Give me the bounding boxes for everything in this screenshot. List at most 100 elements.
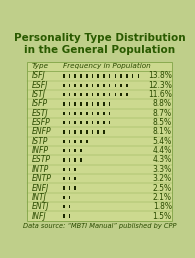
Bar	[115, 74, 116, 78]
Bar	[63, 177, 65, 180]
Bar	[80, 140, 82, 143]
Bar	[137, 74, 139, 78]
Text: ESFP: ESFP	[32, 118, 51, 127]
Bar	[126, 93, 128, 96]
Text: INTP: INTP	[32, 165, 49, 174]
Bar	[86, 140, 88, 143]
Bar	[63, 74, 65, 78]
Bar	[132, 74, 133, 78]
Text: 8.7%: 8.7%	[153, 109, 172, 118]
Text: ESTJ: ESTJ	[32, 109, 49, 118]
Bar	[69, 158, 70, 162]
Bar	[103, 84, 105, 87]
Bar	[74, 102, 76, 106]
Bar	[126, 74, 128, 78]
Bar	[63, 102, 65, 106]
Bar	[86, 74, 88, 78]
Text: 5.4%: 5.4%	[152, 137, 172, 146]
Text: ENFP: ENFP	[32, 127, 51, 136]
Text: 1.8%: 1.8%	[153, 202, 172, 211]
Bar	[74, 130, 76, 134]
Bar	[97, 93, 99, 96]
Bar	[97, 121, 99, 124]
Bar	[86, 111, 88, 115]
Bar	[109, 93, 111, 96]
Bar	[103, 93, 105, 96]
Bar	[115, 93, 116, 96]
Text: ISTJ: ISTJ	[32, 90, 46, 99]
Bar	[103, 121, 105, 124]
Bar	[63, 214, 65, 218]
Bar	[69, 93, 70, 96]
Text: 3.3%: 3.3%	[152, 165, 172, 174]
Bar	[86, 93, 88, 96]
Bar	[80, 121, 82, 124]
Bar	[97, 130, 99, 134]
Bar	[63, 111, 65, 115]
Bar	[80, 102, 82, 106]
Bar	[97, 74, 99, 78]
Bar	[74, 167, 76, 171]
Bar	[69, 84, 70, 87]
Bar	[80, 111, 82, 115]
Bar	[92, 111, 93, 115]
Bar	[80, 93, 82, 96]
Bar	[74, 111, 76, 115]
Text: Frequency in Population: Frequency in Population	[63, 62, 151, 69]
Bar	[92, 74, 93, 78]
Bar	[69, 102, 70, 106]
Bar	[109, 111, 111, 115]
Bar	[69, 130, 70, 134]
Bar	[74, 149, 76, 152]
Bar	[74, 140, 76, 143]
Bar	[103, 130, 105, 134]
Text: Data source: “MBTI Manual” published by CPP: Data source: “MBTI Manual” published by …	[23, 223, 177, 229]
Bar	[63, 140, 65, 143]
Bar	[69, 74, 70, 78]
Bar	[92, 93, 93, 96]
Bar	[109, 102, 111, 106]
Bar	[92, 102, 93, 106]
Bar	[69, 111, 70, 115]
Bar	[92, 121, 93, 124]
Bar	[69, 140, 70, 143]
Bar	[86, 102, 88, 106]
Bar	[69, 149, 70, 152]
Text: ISFJ: ISFJ	[32, 71, 46, 80]
Bar	[74, 93, 76, 96]
Bar	[69, 205, 70, 208]
Bar	[97, 111, 99, 115]
Bar	[80, 149, 82, 152]
Text: ISTP: ISTP	[32, 137, 48, 146]
Text: ENTJ: ENTJ	[32, 202, 49, 211]
Bar	[97, 102, 99, 106]
Bar	[69, 214, 70, 218]
Text: INTJ: INTJ	[32, 193, 47, 202]
Bar	[103, 111, 105, 115]
Bar	[80, 84, 82, 87]
Text: INFP: INFP	[32, 146, 49, 155]
Bar	[63, 205, 65, 208]
Bar	[86, 121, 88, 124]
Bar	[74, 84, 76, 87]
Bar	[63, 196, 65, 199]
Bar	[63, 130, 65, 134]
Bar	[92, 84, 93, 87]
Text: 8.5%: 8.5%	[153, 118, 172, 127]
Bar	[27, 62, 172, 221]
Text: INFJ: INFJ	[32, 212, 47, 221]
Text: 13.8%: 13.8%	[148, 71, 172, 80]
Text: 1.5%: 1.5%	[153, 212, 172, 221]
Bar	[74, 186, 76, 190]
Bar	[120, 84, 122, 87]
Text: ISFP: ISFP	[32, 100, 48, 108]
Text: 8.8%: 8.8%	[153, 100, 172, 108]
Bar	[69, 196, 70, 199]
Bar	[63, 93, 65, 96]
Bar	[97, 84, 99, 87]
Bar	[69, 177, 70, 180]
Text: 4.3%: 4.3%	[152, 156, 172, 165]
Bar	[69, 186, 70, 190]
Bar	[109, 74, 111, 78]
Bar	[74, 158, 76, 162]
